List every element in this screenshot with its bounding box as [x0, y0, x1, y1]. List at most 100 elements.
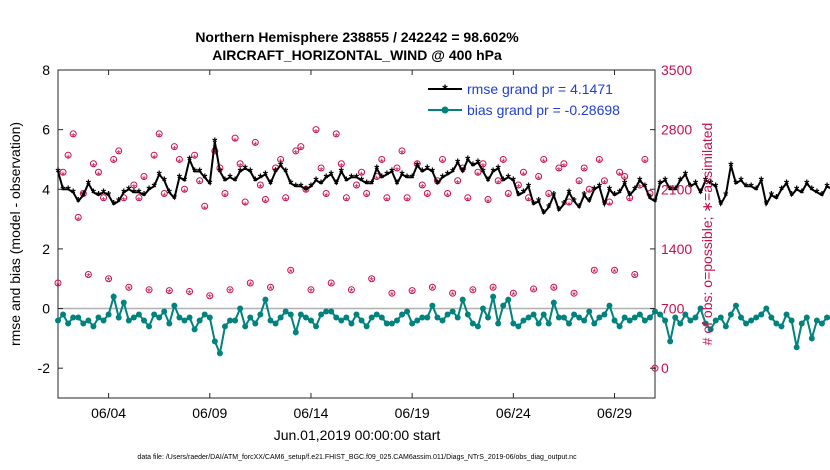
- rmse-point: *: [809, 182, 815, 197]
- rmse-point: *: [733, 176, 739, 191]
- bias-point: [272, 320, 279, 327]
- obs-possible-point: [327, 279, 335, 287]
- bias-point: [793, 344, 800, 351]
- bias-point: [363, 323, 370, 330]
- obs-assimilated-point: *: [481, 161, 486, 173]
- obs-assimilated-point: *: [238, 161, 243, 173]
- obs-possible-point: [231, 134, 239, 142]
- bias-point: [404, 308, 411, 315]
- obs-possible-point: [428, 283, 436, 291]
- obs-assimilated-point: *: [430, 284, 435, 296]
- rmse-point: *: [668, 182, 674, 197]
- obs-assimilated-point: *: [380, 157, 385, 169]
- obs-possible-point: [160, 190, 168, 198]
- bias-point: [586, 308, 593, 315]
- obs-assimilated-point: *: [501, 157, 506, 169]
- obs-assimilated-point: *: [162, 191, 167, 203]
- bias-point: [540, 311, 547, 318]
- obs-assimilated-point: *: [56, 280, 61, 292]
- obs-possible-point: [84, 270, 92, 278]
- obs-assimilated-point: *: [208, 293, 213, 305]
- bias-point: [738, 314, 745, 321]
- rmse-point: *: [551, 188, 557, 203]
- bias-point: [267, 317, 274, 324]
- obs-possible-point: [180, 185, 188, 193]
- bias-point: [393, 317, 400, 324]
- obs-assimilated-point: *: [91, 161, 96, 173]
- bias-point: [348, 320, 355, 327]
- obs-possible-point: [115, 147, 123, 155]
- rmse-point: *: [273, 164, 279, 179]
- obs-assimilated-point: *: [547, 191, 552, 203]
- legend-bias-label: bias grand pr = -0.28698: [467, 102, 620, 118]
- obs-possible-point: [312, 126, 320, 134]
- obs-possible-point: [616, 168, 624, 176]
- obs-assimilated-point: *: [395, 166, 400, 178]
- obs-assimilated-point: *: [253, 140, 258, 152]
- obs-possible-point: [393, 164, 401, 172]
- right-tick-label: 3500: [661, 62, 692, 78]
- bias-point: [115, 314, 122, 321]
- obs-assimilated-point: *: [471, 287, 476, 299]
- rmse-point: *: [420, 164, 426, 179]
- rmse-point: *: [526, 179, 532, 194]
- rmse-point: *: [769, 188, 775, 203]
- obs-possible-point: [504, 190, 512, 198]
- rmse-point: *: [91, 185, 97, 200]
- rmse-point: *: [536, 194, 542, 209]
- bias-point: [621, 314, 628, 321]
- rmse-point: *: [455, 155, 461, 170]
- obs-assimilated-point: *: [349, 287, 354, 299]
- rmse-point: *: [344, 173, 350, 188]
- bias-point: [80, 320, 87, 327]
- bias-point: [667, 338, 674, 345]
- rmse-point: *: [521, 185, 527, 200]
- obs-assimilated-point: *: [147, 287, 152, 299]
- rmse-point: *: [738, 173, 744, 188]
- left-tick-label: 2: [42, 241, 50, 257]
- bias-point: [434, 314, 441, 321]
- obs-possible-point: [353, 181, 360, 189]
- rmse-point: *: [622, 176, 628, 191]
- obs-possible-point: [449, 289, 457, 297]
- obs-possible-point: [358, 168, 366, 176]
- bias-point: [90, 323, 97, 330]
- rmse-point: *: [759, 173, 765, 188]
- obs-possible-point: [363, 190, 371, 198]
- rmse-point: *: [126, 182, 132, 197]
- bias-point: [722, 323, 729, 330]
- rmse-point: *: [445, 167, 451, 182]
- obs-possible-point: [545, 190, 553, 198]
- obs-possible-point: [59, 168, 67, 176]
- bias-point: [525, 314, 532, 321]
- obs-possible-point: [64, 151, 72, 159]
- obs-possible-point: [74, 213, 82, 221]
- rmse-point: *: [293, 179, 299, 194]
- rmse-point: *: [66, 182, 72, 197]
- bias-point: [358, 317, 365, 324]
- obs-possible-point: [469, 286, 477, 294]
- obs-possible-point: [530, 285, 538, 293]
- rmse-point: *: [465, 152, 471, 167]
- y-axis-right-label: # of obs: o=possible; ∗=assimilated: [699, 123, 715, 346]
- obs-assimilated-point: *: [86, 271, 91, 283]
- rmse-point: *: [460, 164, 466, 179]
- bias-point: [464, 311, 471, 318]
- bias-point: [449, 308, 456, 315]
- bias-point: [818, 320, 825, 327]
- obs-possible-point: [378, 155, 386, 163]
- obs-assimilated-point: *: [536, 174, 541, 186]
- legend-box: [420, 76, 650, 122]
- bias-point: [520, 317, 527, 324]
- obs-possible-point: [600, 177, 608, 185]
- rmse-point: *: [516, 188, 522, 203]
- rmse-point: *: [111, 197, 117, 212]
- obs-assimilated-point: *: [516, 183, 521, 195]
- rmse-point: *: [177, 170, 183, 185]
- rmse-point: *: [475, 155, 481, 170]
- obs-assimilated-point: *: [491, 284, 496, 296]
- rmse-point: *: [435, 176, 441, 191]
- rmse-point: *: [678, 173, 684, 188]
- bias-point: [424, 314, 431, 321]
- bias-point: [803, 314, 810, 321]
